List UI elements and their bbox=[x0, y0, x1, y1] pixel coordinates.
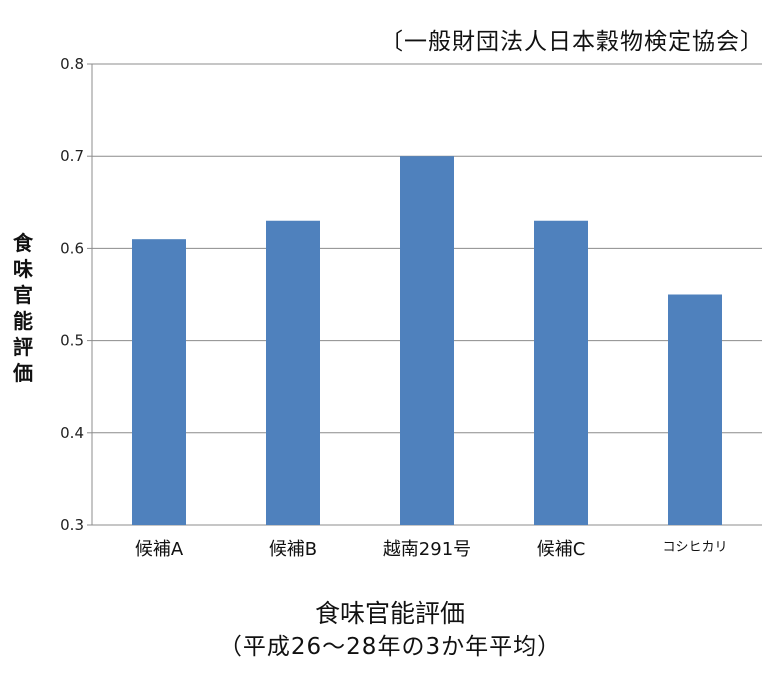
bar bbox=[534, 220, 588, 526]
x-tick-label: 候補C bbox=[537, 539, 586, 560]
x-tick-label: 候補B bbox=[269, 539, 317, 560]
bar bbox=[266, 220, 320, 526]
y-tick-label: 0.3 bbox=[60, 516, 84, 534]
y-axis-label: 食味官能評価 bbox=[10, 230, 36, 386]
y-axis-label-char: 能 bbox=[13, 309, 33, 333]
bar bbox=[400, 156, 454, 525]
bars bbox=[132, 156, 722, 526]
y-tick-label: 0.7 bbox=[60, 147, 84, 165]
x-tick-label: 越南291号 bbox=[383, 539, 471, 560]
x-tick-label: コシヒカリ bbox=[662, 540, 727, 555]
chart-title-line2: （平成26〜28年の3か年平均） bbox=[218, 634, 562, 660]
y-axis-label-char: 評 bbox=[13, 335, 33, 359]
y-axis-label-char: 官 bbox=[13, 283, 33, 307]
chart-title-line1: 食味官能評価 bbox=[314, 599, 465, 628]
bar-chart: 0.3 0.4 0.5 0.6 0.7 0.8 候補A 候補B 越南291号 候補C コシヒカリ bbox=[60, 55, 762, 560]
y-tick-labels: 0.3 0.4 0.5 0.6 0.7 0.8 bbox=[60, 55, 84, 534]
y-axis-label-char: 食 bbox=[13, 231, 33, 255]
bar bbox=[668, 294, 722, 525]
x-tick-label: 候補A bbox=[135, 539, 184, 560]
y-tick-label: 0.5 bbox=[60, 332, 84, 350]
source-note: 〔一般財団法人日本穀物検定協会〕 bbox=[380, 29, 764, 55]
y-axis-label-char: 価 bbox=[13, 361, 33, 385]
y-axis-label-char: 味 bbox=[13, 257, 33, 281]
x-tick-labels: 候補A 候補B 越南291号 候補C コシヒカリ bbox=[135, 539, 728, 560]
bar bbox=[132, 239, 186, 525]
y-tick-label: 0.4 bbox=[60, 424, 84, 442]
y-tick-label: 0.8 bbox=[60, 55, 84, 73]
y-tick-label: 0.6 bbox=[60, 239, 84, 257]
